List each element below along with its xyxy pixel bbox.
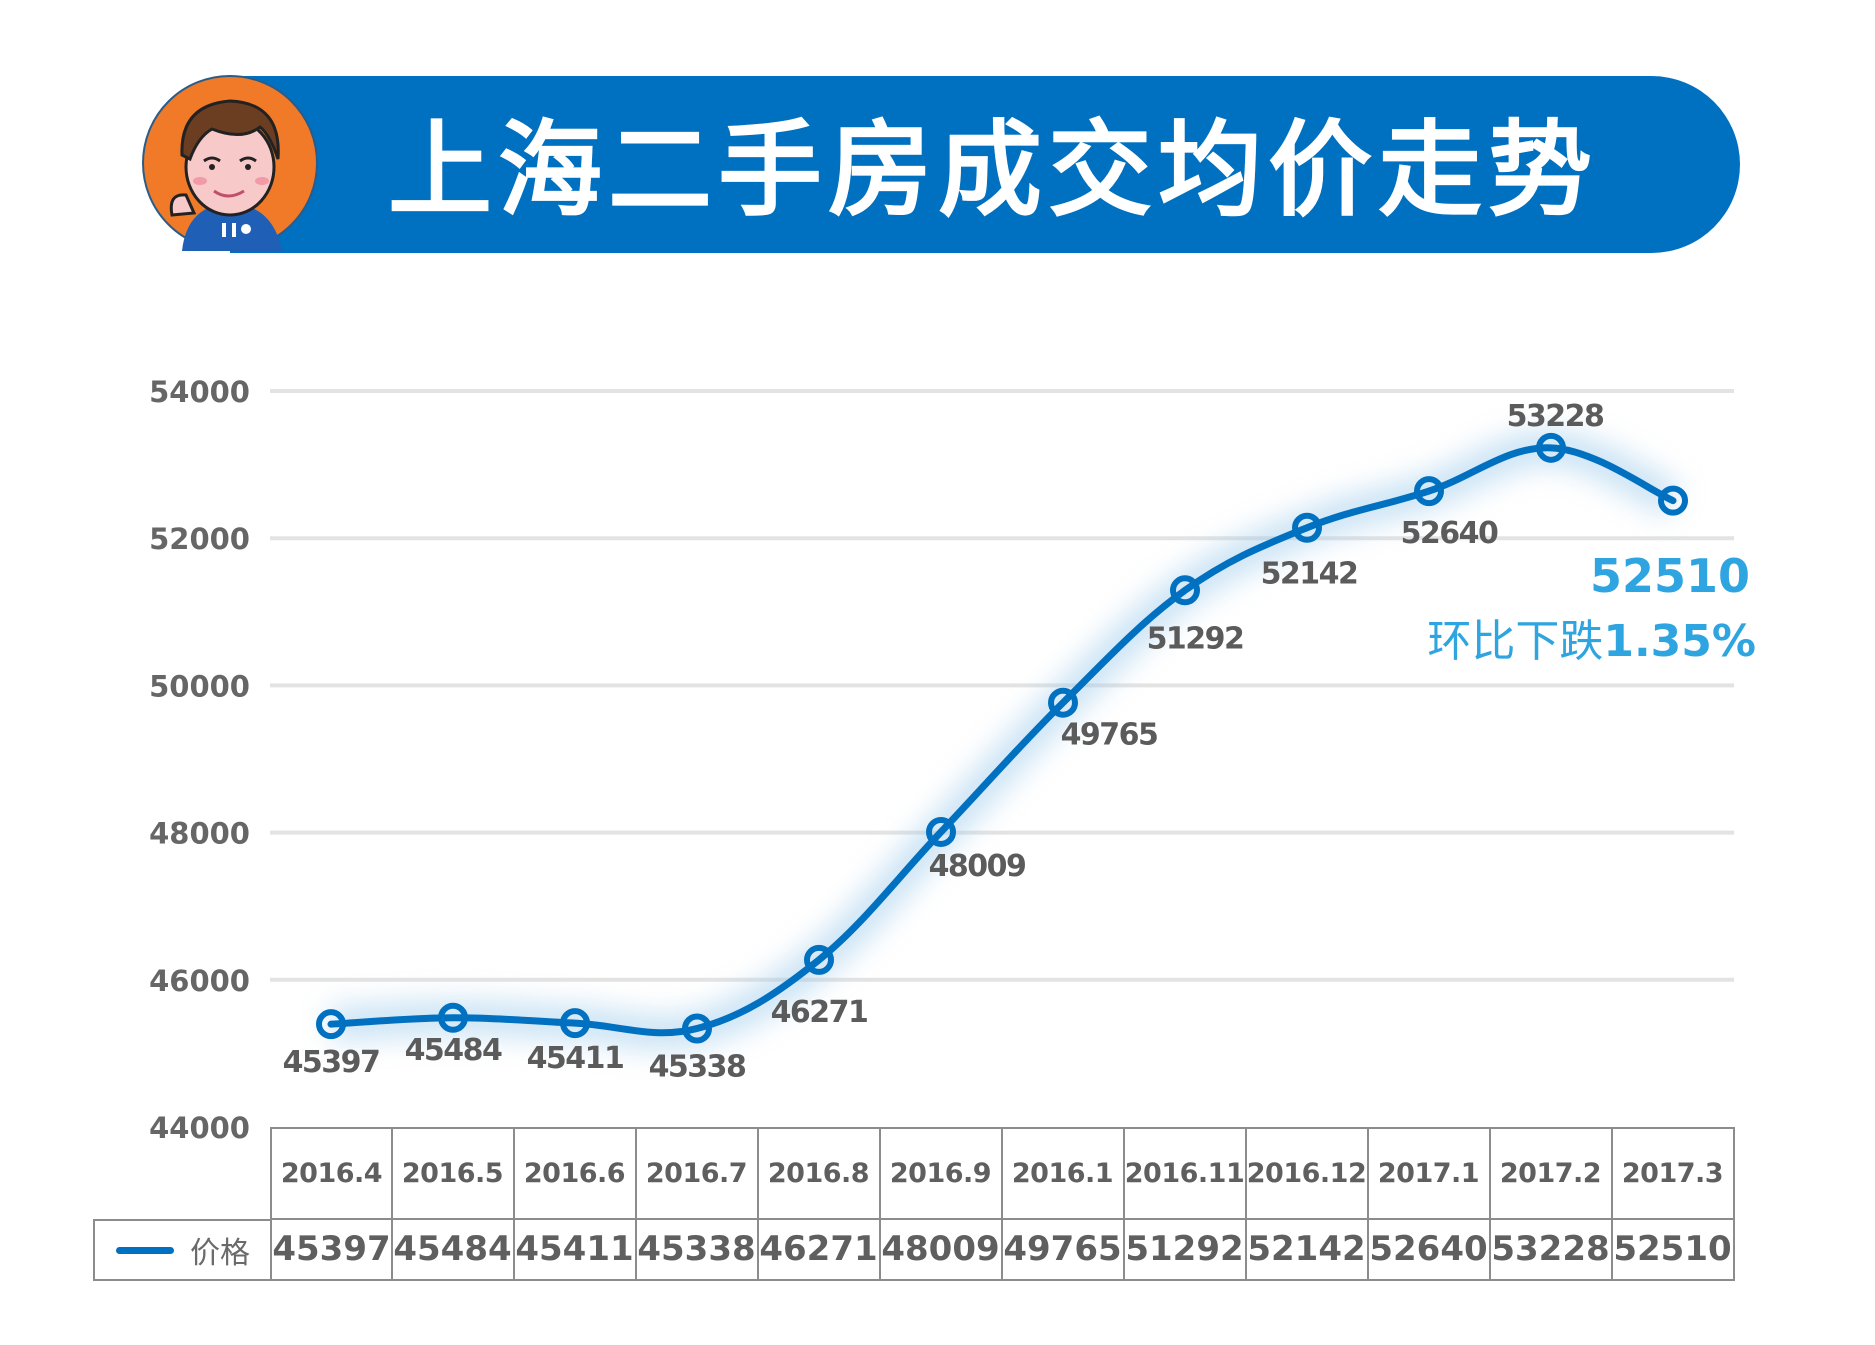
data-point-marker[interactable]: [682, 1013, 712, 1044]
title-banner: [230, 76, 1740, 253]
data-point-marker[interactable]: [1048, 687, 1078, 718]
legend-label: 价格: [190, 1236, 250, 1271]
mom-change-callout: 环比下跌1.35%: [1396, 614, 1756, 670]
y-tick-label: 48000: [149, 817, 250, 851]
mom-change-label: 环比下跌: [1427, 616, 1604, 667]
table-value-cell: 52510: [1612, 1219, 1735, 1281]
mom-change-pct: 1.35%: [1603, 616, 1756, 667]
table-value-cell: 51292: [1124, 1219, 1247, 1281]
data-label: 52142: [1261, 557, 1358, 592]
table-value-cell: 49765: [1002, 1219, 1125, 1281]
table-value-cell: 45397: [270, 1219, 393, 1281]
data-label: 45484: [405, 1033, 502, 1068]
data-point-marker[interactable]: [560, 1008, 590, 1039]
data-point-marker[interactable]: [1170, 575, 1200, 606]
data-label: 52640: [1401, 516, 1498, 551]
table-header-cell: 2016.4: [270, 1127, 393, 1220]
table-header-cell: 2017.2: [1490, 1127, 1613, 1220]
y-tick-label: 54000: [149, 375, 250, 409]
price-line: [327, 444, 1677, 1037]
data-point-marker[interactable]: [1536, 432, 1566, 463]
table-value-cell: 45411: [514, 1219, 637, 1281]
data-label: 49765: [1061, 718, 1158, 753]
table-value-cell: 45338: [636, 1219, 759, 1281]
table-value-cell: 48009: [880, 1219, 1003, 1281]
chart-title: 上海二手房成交均价走势: [388, 109, 1599, 231]
data-label: 45338: [649, 1050, 746, 1085]
data-point-marker[interactable]: [316, 1009, 346, 1040]
table-header-cell: 2016.6: [514, 1127, 637, 1220]
avatar: [142, 75, 318, 251]
data-label: 45411: [527, 1041, 624, 1076]
table-value-cell: 45484: [392, 1219, 515, 1281]
table-header-cell: 2016.7: [636, 1127, 759, 1220]
table-header-cell: 2016.5: [392, 1127, 515, 1220]
table-header-cell: 2016.1: [1002, 1127, 1125, 1220]
table-value-cell: 46271: [758, 1219, 881, 1281]
y-tick-label: 46000: [149, 964, 250, 998]
data-point-marker[interactable]: [804, 944, 834, 975]
data-point-marker[interactable]: [438, 1002, 468, 1033]
table-header-cell: 2016.12: [1246, 1127, 1369, 1220]
data-label: 51292: [1147, 621, 1244, 656]
y-tick-label: 44000: [149, 1111, 250, 1145]
data-label: 53228: [1507, 399, 1604, 434]
data-point-marker[interactable]: [1292, 512, 1322, 543]
legend-cell: 价格: [93, 1219, 271, 1281]
y-tick-label: 50000: [149, 669, 250, 703]
table-header-cell: 2017.1: [1368, 1127, 1491, 1220]
table-header-cell: 2016.11: [1124, 1127, 1247, 1220]
table-value-cell: 53228: [1490, 1219, 1613, 1281]
table-value-cell: 52640: [1368, 1219, 1491, 1281]
data-point-marker[interactable]: [1414, 476, 1444, 507]
table-header-cell: 2016.8: [758, 1127, 881, 1220]
data-point-marker[interactable]: [926, 816, 956, 847]
table-value-cell: 52142: [1246, 1219, 1369, 1281]
data-label: 48009: [929, 849, 1026, 884]
table-header-cell: 2017.3: [1612, 1127, 1735, 1220]
data-label: 46271: [771, 995, 868, 1030]
latest-value-callout: 52510: [1590, 549, 1751, 603]
legend-line-icon: [116, 1246, 174, 1254]
data-label: 45397: [283, 1045, 380, 1080]
data-point-marker[interactable]: [1658, 485, 1688, 516]
y-tick-label: 52000: [149, 522, 250, 556]
table-header-cell: 2016.9: [880, 1127, 1003, 1220]
